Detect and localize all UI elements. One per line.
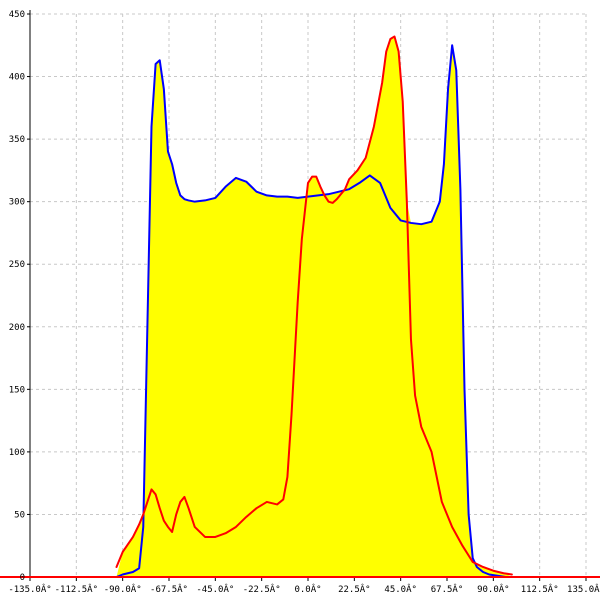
- y-tick-label: 450: [9, 10, 25, 20]
- x-tick-label: -22.5Â°: [243, 583, 281, 595]
- x-tick-label: -135.0Â°: [8, 583, 51, 595]
- y-tick-label: 100: [9, 448, 25, 458]
- series-lines: [0, 35, 600, 578]
- y-tick-label: 350: [9, 135, 25, 145]
- y-tick-label: 150: [9, 385, 25, 395]
- y-tick-label: 400: [9, 73, 25, 83]
- x-tick-label: 135.0Â°: [567, 583, 600, 595]
- y-tick-label: 300: [9, 198, 25, 208]
- x-tick-label: 45.0Â°: [384, 583, 417, 595]
- tick-labels: 0 50 100 150 200 250 300 350 400 450 -135.0Â° -112.…: [8, 10, 600, 595]
- y-tick-label: 250: [9, 260, 25, 270]
- area-fill: [116, 36, 512, 577]
- series-line-2: [115, 35, 513, 576]
- x-tick-label: -90.0Â°: [104, 583, 142, 595]
- y-tick-label: 50: [14, 510, 25, 520]
- series-line-1: [115, 44, 507, 578]
- y-tick-label: 200: [9, 323, 25, 333]
- x-tick-label: -45.0Â°: [196, 583, 234, 595]
- x-tick-label: -67.5Â°: [150, 583, 188, 595]
- x-tick-label: 67.5Â°: [431, 583, 464, 595]
- axes: [27, 10, 587, 581]
- area-fill-region: [116, 36, 512, 577]
- x-tick-label: 0.0Â°: [294, 583, 321, 595]
- x-tick-label: -112.5Â°: [55, 583, 98, 595]
- y-tick-label: 0: [20, 573, 25, 583]
- x-tick-label: 22.5Â°: [338, 583, 371, 595]
- x-tick-label: 112.5Â°: [521, 583, 559, 595]
- x-tick-label: 90.0Â°: [477, 583, 510, 595]
